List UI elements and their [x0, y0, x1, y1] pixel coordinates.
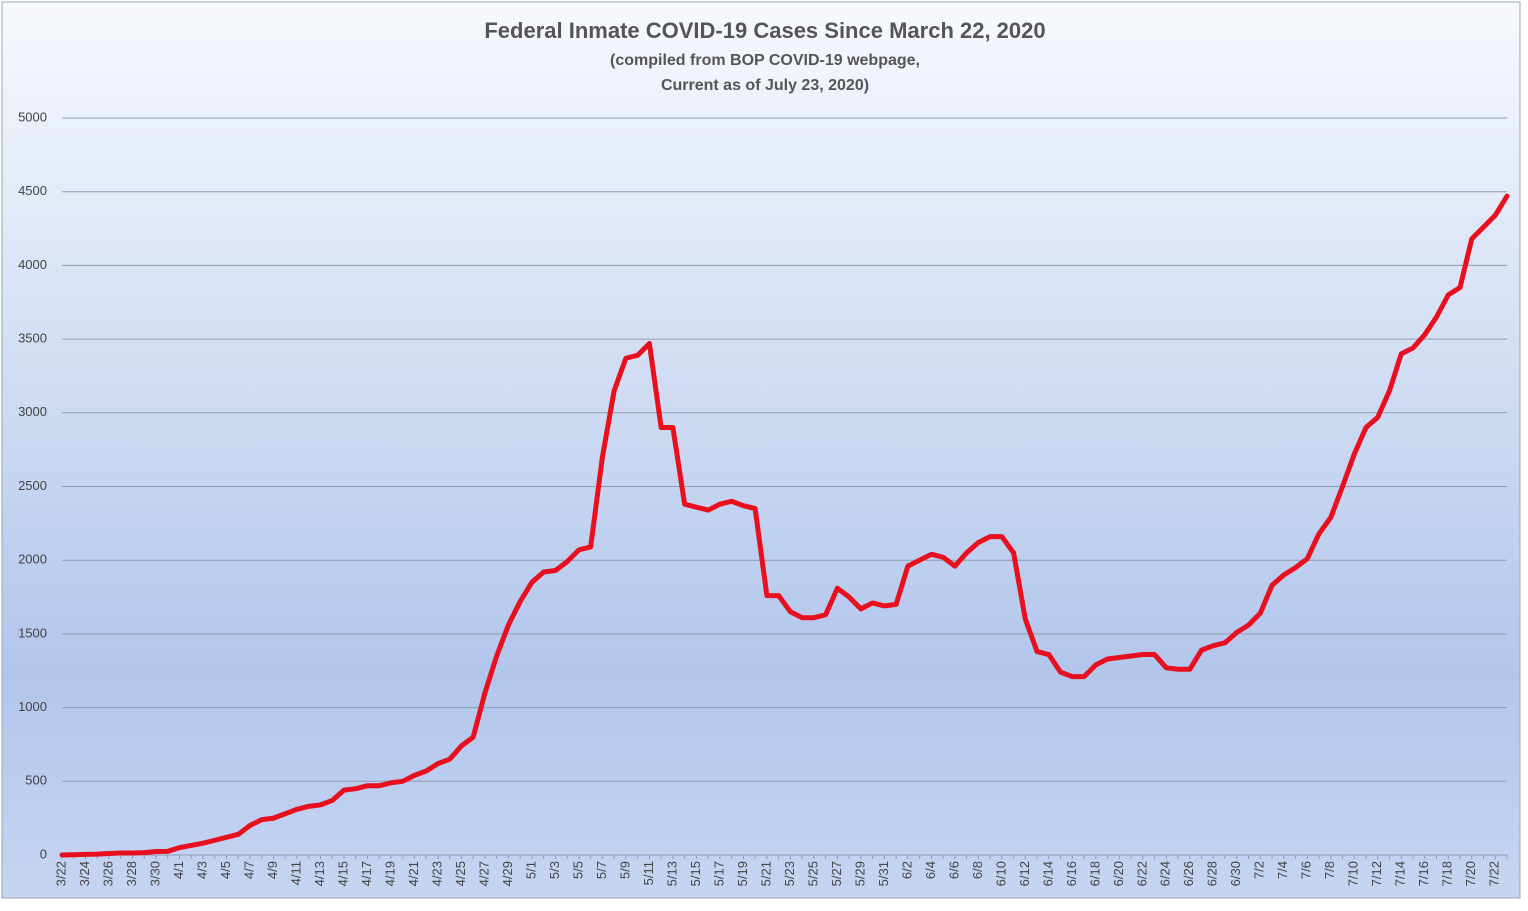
x-tick-label: 6/30: [1228, 861, 1243, 886]
x-tick-label: 7/22: [1487, 861, 1502, 886]
x-tick-label: 7/20: [1463, 861, 1478, 886]
x-tick-label: 3/22: [53, 861, 68, 886]
x-tick-label: 5/1: [523, 861, 538, 879]
x-tick-label: 6/22: [1134, 861, 1149, 886]
x-tick-label: 5/9: [617, 861, 632, 879]
x-tick-label: 4/21: [406, 861, 421, 886]
x-tick-label: 3/26: [100, 861, 115, 886]
x-tick-label: 7/8: [1322, 861, 1337, 879]
chart-subtitle: (compiled from BOP COVID-19 webpage,: [610, 52, 920, 69]
x-tick-label: 4/1: [171, 861, 186, 879]
y-tick-label: 3000: [18, 404, 47, 419]
x-tick-label: 6/24: [1158, 861, 1173, 886]
x-tick-label: 6/6: [946, 861, 961, 879]
x-tick-label: 4/13: [312, 861, 327, 886]
x-tick-label: 4/7: [241, 861, 256, 879]
x-tick-label: 5/3: [547, 861, 562, 879]
y-tick-label: 1500: [18, 625, 47, 640]
x-tick-label: 6/2: [899, 861, 914, 879]
x-tick-label: 5/29: [852, 861, 867, 886]
x-tick-label: 5/17: [711, 861, 726, 886]
x-tick-label: 4/9: [265, 861, 280, 879]
x-tick-label: 5/23: [782, 861, 797, 886]
chart-subtitle: Current as of July 23, 2020): [661, 77, 869, 94]
x-tick-label: 6/28: [1205, 861, 1220, 886]
x-tick-label: 4/19: [382, 861, 397, 886]
y-tick-label: 4000: [18, 257, 47, 272]
y-tick-label: 1000: [18, 699, 47, 714]
x-tick-label: 5/31: [876, 861, 891, 886]
y-tick-label: 2000: [18, 552, 47, 567]
x-tick-label: 4/17: [359, 861, 374, 886]
x-tick-label: 5/21: [758, 861, 773, 886]
x-tick-label: 5/11: [641, 861, 656, 885]
x-tick-label: 6/4: [923, 861, 938, 879]
y-tick-label: 4500: [18, 183, 47, 198]
x-tick-label: 5/13: [664, 861, 679, 886]
x-tick-label: 7/18: [1440, 861, 1455, 886]
x-tick-label: 6/12: [1017, 861, 1032, 886]
x-tick-label: 5/19: [735, 861, 750, 886]
data-line: [59, 193, 1510, 858]
x-tick-label: 7/12: [1369, 861, 1384, 886]
y-tick-label: 2500: [18, 478, 47, 493]
x-tick-label: 3/28: [124, 861, 139, 886]
x-tick-label: 4/15: [335, 861, 350, 886]
x-tick-label: 7/10: [1346, 861, 1361, 886]
x-tick-label: 7/4: [1275, 861, 1290, 879]
x-tick-label: 4/5: [218, 861, 233, 879]
x-tick-label: 5/15: [688, 861, 703, 886]
y-tick-label: 0: [40, 846, 47, 861]
x-tick-label: 5/27: [829, 861, 844, 886]
x-tick-label: 6/20: [1111, 861, 1126, 886]
x-tick-label: 5/25: [805, 861, 820, 886]
x-tick-label: 6/14: [1040, 861, 1055, 886]
y-tick-label: 3500: [18, 331, 47, 346]
x-tick-label: 6/8: [970, 861, 985, 879]
x-tick-label: 6/16: [1064, 861, 1079, 886]
x-tick-label: 3/30: [147, 861, 162, 886]
x-tick-label: 7/2: [1252, 861, 1267, 879]
x-tick-label: 4/27: [476, 861, 491, 886]
x-tick-label: 7/14: [1393, 861, 1408, 886]
x-tick-label: 5/7: [594, 861, 609, 879]
chart-title: Federal Inmate COVID-19 Cases Since Marc…: [484, 18, 1045, 43]
x-tick-label: 5/5: [570, 861, 585, 879]
x-tick-label: 4/25: [453, 861, 468, 886]
y-tick-label: 5000: [18, 109, 47, 124]
x-tick-label: 7/16: [1416, 861, 1431, 886]
x-tick-label: 7/6: [1299, 861, 1314, 879]
x-tick-label: 4/11: [288, 861, 303, 885]
x-tick-label: 4/29: [500, 861, 515, 886]
x-tick-label: 6/18: [1087, 861, 1102, 886]
x-tick-label: 3/24: [77, 861, 92, 886]
y-tick-label: 500: [25, 773, 47, 788]
x-tick-label: 4/23: [429, 861, 444, 886]
x-tick-label: 6/10: [993, 861, 1008, 886]
x-tick-label: 4/3: [194, 861, 209, 879]
x-tick-label: 6/26: [1181, 861, 1196, 886]
